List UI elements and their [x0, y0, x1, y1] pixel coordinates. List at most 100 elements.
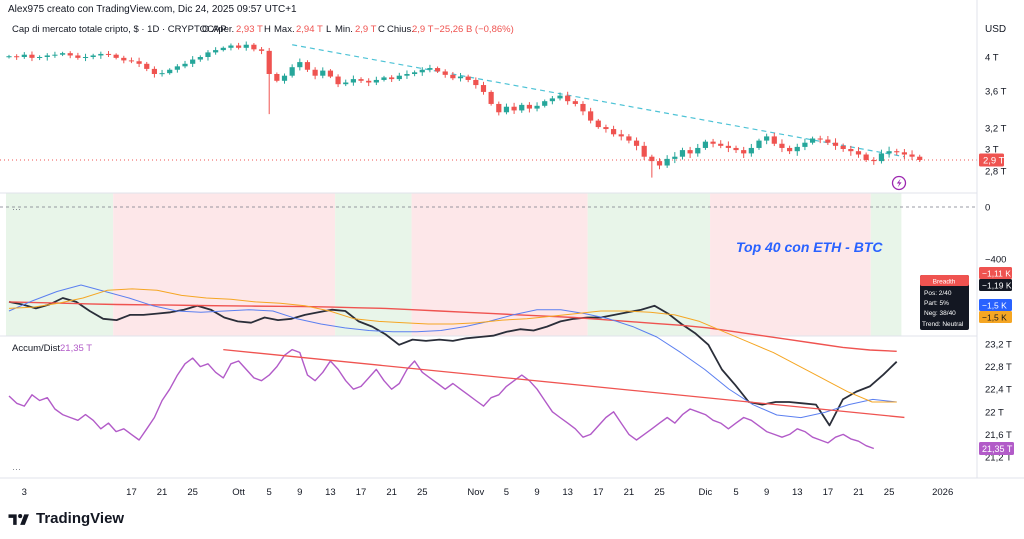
candle[interactable]	[855, 147, 862, 158]
candle[interactable]	[52, 51, 58, 58]
candle-body[interactable]	[809, 138, 816, 143]
candle-body[interactable]	[534, 105, 540, 109]
candle-body[interactable]	[802, 142, 808, 147]
candle[interactable]	[565, 91, 571, 105]
candle[interactable]	[105, 51, 112, 57]
candle[interactable]	[917, 154, 923, 162]
candle[interactable]	[534, 102, 540, 112]
candle[interactable]	[396, 72, 402, 81]
candle-body[interactable]	[603, 127, 609, 130]
candle-body[interactable]	[741, 150, 747, 154]
candle-body[interactable]	[274, 74, 280, 81]
candle[interactable]	[29, 51, 35, 62]
candle[interactable]	[182, 60, 188, 69]
candle-body[interactable]	[886, 151, 892, 154]
candle[interactable]	[580, 101, 586, 116]
candle-body[interactable]	[396, 75, 402, 80]
candle[interactable]	[327, 69, 334, 79]
candle[interactable]	[44, 53, 50, 61]
candle-body[interactable]	[710, 141, 716, 144]
tradingview-logo[interactable]: TradingView	[8, 510, 124, 527]
candle-body[interactable]	[855, 151, 862, 155]
candle[interactable]	[274, 72, 280, 83]
accum-dist-series[interactable]	[8, 348, 875, 450]
candle-body[interactable]	[794, 146, 800, 152]
candle[interactable]	[14, 54, 20, 60]
candle-body[interactable]	[572, 101, 578, 104]
candle-body[interactable]	[258, 49, 265, 51]
candle-body[interactable]	[764, 136, 770, 141]
candle[interactable]	[542, 99, 548, 108]
candle[interactable]	[825, 135, 831, 146]
candle-body[interactable]	[687, 150, 693, 154]
candle-body[interactable]	[75, 55, 81, 58]
candle-body[interactable]	[434, 68, 441, 72]
candle[interactable]	[595, 118, 601, 129]
candle[interactable]	[802, 138, 808, 151]
candle[interactable]	[442, 69, 448, 78]
candle[interactable]	[427, 64, 433, 73]
candle[interactable]	[450, 71, 456, 81]
candle-body[interactable]	[373, 79, 379, 83]
candle[interactable]	[144, 61, 150, 72]
candle-body[interactable]	[29, 54, 35, 58]
candle[interactable]	[373, 76, 379, 86]
candle-body[interactable]	[825, 139, 831, 143]
candle-body[interactable]	[863, 154, 869, 161]
candle[interactable]	[733, 145, 739, 153]
candle-body[interactable]	[37, 57, 43, 58]
price-trendline-segment[interactable]	[292, 44, 905, 158]
lightning-icon[interactable]	[891, 175, 907, 191]
candle[interactable]	[557, 92, 563, 101]
candle-body[interactable]	[251, 44, 257, 50]
candle-body[interactable]	[159, 73, 165, 75]
candle-body[interactable]	[871, 160, 877, 162]
candle[interactable]	[159, 69, 165, 77]
candle[interactable]	[741, 146, 747, 159]
candle-body[interactable]	[894, 151, 900, 153]
candle-body[interactable]	[526, 104, 533, 109]
breadth-line-red[interactable]	[8, 301, 897, 352]
candle-body[interactable]	[565, 95, 571, 102]
candle[interactable]	[779, 139, 785, 153]
candle-body[interactable]	[14, 56, 20, 58]
candle[interactable]	[886, 146, 892, 158]
candle-body[interactable]	[220, 47, 226, 51]
candle[interactable]	[519, 102, 525, 113]
candle-body[interactable]	[235, 45, 242, 48]
candle[interactable]	[748, 143, 754, 157]
candle[interactable]	[588, 107, 594, 124]
candle[interactable]	[909, 150, 915, 160]
candle-body[interactable]	[136, 61, 142, 64]
candle-body[interactable]	[473, 79, 479, 86]
candle-body[interactable]	[389, 77, 395, 80]
candle-body[interactable]	[718, 143, 724, 146]
candle[interactable]	[901, 149, 908, 160]
candle-body[interactable]	[52, 54, 58, 56]
candle[interactable]	[863, 152, 869, 162]
candle[interactable]	[832, 138, 839, 150]
candle-body[interactable]	[465, 76, 471, 80]
candle[interactable]	[794, 143, 800, 156]
candle-body[interactable]	[213, 50, 219, 53]
candle[interactable]	[503, 103, 510, 115]
candle-body[interactable]	[312, 69, 318, 76]
candle[interactable]	[358, 77, 364, 84]
candle[interactable]	[871, 157, 877, 165]
candle-body[interactable]	[358, 79, 364, 81]
breadth-line-orange[interactable]	[8, 288, 897, 403]
accum-dist-line[interactable]	[8, 348, 905, 450]
candle-body[interactable]	[289, 67, 295, 76]
candle[interactable]	[304, 60, 311, 72]
candle-body[interactable]	[412, 72, 418, 74]
candle-body[interactable]	[90, 55, 96, 57]
candle[interactable]	[626, 134, 632, 144]
candle-body[interactable]	[82, 57, 89, 58]
candle[interactable]	[335, 74, 341, 88]
candle-body[interactable]	[167, 69, 173, 74]
candle[interactable]	[251, 43, 257, 52]
candle[interactable]	[366, 78, 372, 87]
candle[interactable]	[480, 81, 487, 95]
candle-body[interactable]	[335, 76, 341, 85]
